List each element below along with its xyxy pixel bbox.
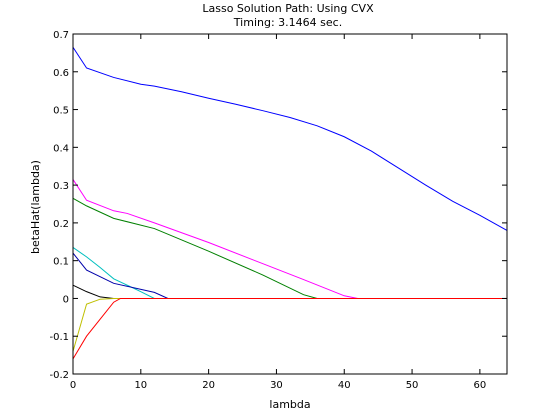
x-tick-label: 60 bbox=[474, 380, 487, 391]
plot-frame bbox=[72, 33, 508, 375]
chart-title: Lasso Solution Path: Using CVX bbox=[202, 2, 374, 15]
x-axis-label: lambda bbox=[269, 398, 310, 411]
y-tick-label: 0.4 bbox=[53, 143, 69, 154]
y-tick-label: 0.3 bbox=[53, 181, 69, 192]
y-tick-label: 0 bbox=[63, 294, 69, 305]
y-tick-label: 0.7 bbox=[53, 30, 69, 41]
y-axis-label: betaHat(lambda) bbox=[29, 160, 42, 254]
y-tick-label: -0.2 bbox=[49, 370, 69, 381]
series-line-8 bbox=[72, 297, 507, 360]
x-tick-label: 30 bbox=[270, 380, 283, 391]
x-tick-label: 10 bbox=[134, 380, 147, 391]
plot-background bbox=[73, 34, 507, 374]
y-tick-label: -0.1 bbox=[49, 332, 69, 343]
series-line-3 bbox=[72, 197, 507, 299]
series-line-2 bbox=[72, 179, 507, 299]
x-tick-label: 20 bbox=[202, 380, 215, 391]
y-tick-label: 0.6 bbox=[53, 68, 69, 79]
y-tick-label: 0.2 bbox=[53, 219, 69, 230]
y-tick-label: 0.5 bbox=[53, 106, 69, 117]
plot-area: 0 10 20 30 40 50 60 -0.2 -0.1 0 0.1 0.2 0.3 0.4 0.5 0.6… bbox=[49, 30, 508, 391]
y-tick-label: 0.1 bbox=[53, 257, 69, 268]
x-tick-label: 40 bbox=[338, 380, 351, 391]
chart-subtitle: Timing: 3.1464 sec. bbox=[233, 16, 342, 29]
series-line-1 bbox=[72, 46, 508, 231]
x-tick-label: 0 bbox=[70, 380, 76, 391]
x-tick-label: 50 bbox=[406, 380, 419, 391]
